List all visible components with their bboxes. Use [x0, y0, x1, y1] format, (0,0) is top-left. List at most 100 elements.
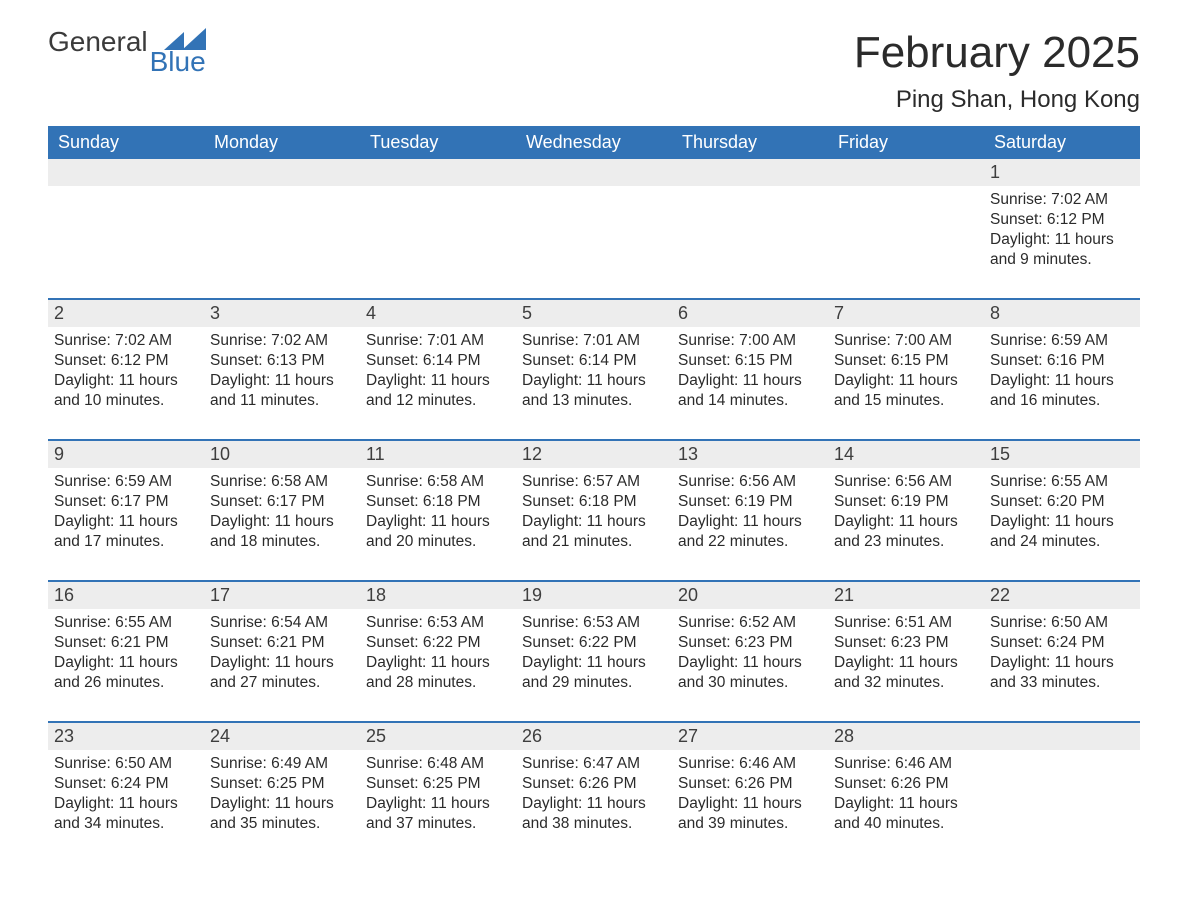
daylight-line-1: Daylight: 11 hours: [210, 512, 352, 532]
day-number: 2: [48, 300, 204, 327]
daylight-line-1: Daylight: 11 hours: [366, 794, 508, 814]
daylight-line-1: Daylight: 11 hours: [990, 653, 1132, 673]
day-cell: Sunrise: 6:50 AMSunset: 6:24 PMDaylight:…: [984, 609, 1140, 701]
sunset-line: Sunset: 6:21 PM: [210, 633, 352, 653]
day-number: 7: [828, 300, 984, 327]
day-cell: Sunrise: 6:47 AMSunset: 6:26 PMDaylight:…: [516, 750, 672, 842]
day-number: 6: [672, 300, 828, 327]
sunrise-line: Sunrise: 6:59 AM: [990, 331, 1132, 351]
sunrise-line: Sunrise: 6:53 AM: [366, 613, 508, 633]
daylight-line-2: and 29 minutes.: [522, 673, 664, 693]
dow-monday: Monday: [204, 126, 360, 159]
daylight-line-1: Daylight: 11 hours: [834, 653, 976, 673]
daylight-line-1: Daylight: 11 hours: [834, 371, 976, 391]
day-body-row: Sunrise: 6:55 AMSunset: 6:21 PMDaylight:…: [48, 609, 1140, 717]
sunrise-line: Sunrise: 6:58 AM: [210, 472, 352, 492]
day-number: 28: [828, 723, 984, 750]
day-cell: Sunrise: 6:55 AMSunset: 6:21 PMDaylight:…: [48, 609, 204, 701]
day-cell: Sunrise: 6:46 AMSunset: 6:26 PMDaylight:…: [672, 750, 828, 842]
calendar-week: 9101112131415Sunrise: 6:59 AMSunset: 6:1…: [48, 439, 1140, 576]
day-number: 24: [204, 723, 360, 750]
day-cell: Sunrise: 6:55 AMSunset: 6:20 PMDaylight:…: [984, 468, 1140, 560]
day-cell: [48, 186, 204, 278]
day-cell: Sunrise: 7:02 AMSunset: 6:12 PMDaylight:…: [984, 186, 1140, 278]
day-cell: Sunrise: 6:58 AMSunset: 6:18 PMDaylight:…: [360, 468, 516, 560]
day-cell: [828, 186, 984, 278]
day-number: 20: [672, 582, 828, 609]
day-cell: Sunrise: 6:58 AMSunset: 6:17 PMDaylight:…: [204, 468, 360, 560]
day-cell: Sunrise: 6:51 AMSunset: 6:23 PMDaylight:…: [828, 609, 984, 701]
daylight-line-2: and 24 minutes.: [990, 532, 1132, 552]
day-cell: Sunrise: 6:53 AMSunset: 6:22 PMDaylight:…: [360, 609, 516, 701]
daylight-line-1: Daylight: 11 hours: [54, 512, 196, 532]
sunset-line: Sunset: 6:24 PM: [54, 774, 196, 794]
day-body-row: Sunrise: 7:02 AMSunset: 6:12 PMDaylight:…: [48, 186, 1140, 294]
daylight-line-2: and 10 minutes.: [54, 391, 196, 411]
day-number: 19: [516, 582, 672, 609]
day-cell: Sunrise: 6:52 AMSunset: 6:23 PMDaylight:…: [672, 609, 828, 701]
day-cell: Sunrise: 6:57 AMSunset: 6:18 PMDaylight:…: [516, 468, 672, 560]
sunrise-line: Sunrise: 7:02 AM: [210, 331, 352, 351]
day-number: 18: [360, 582, 516, 609]
sunset-line: Sunset: 6:14 PM: [522, 351, 664, 371]
sunrise-line: Sunrise: 6:59 AM: [54, 472, 196, 492]
sunset-line: Sunset: 6:12 PM: [990, 210, 1132, 230]
sunrise-line: Sunrise: 7:00 AM: [834, 331, 976, 351]
daylight-line-2: and 21 minutes.: [522, 532, 664, 552]
day-number: [984, 723, 1140, 750]
day-cell: [516, 186, 672, 278]
day-number: 5: [516, 300, 672, 327]
sunrise-line: Sunrise: 6:47 AM: [522, 754, 664, 774]
day-cell: Sunrise: 7:00 AMSunset: 6:15 PMDaylight:…: [672, 327, 828, 419]
sunset-line: Sunset: 6:26 PM: [678, 774, 820, 794]
daylight-line-1: Daylight: 11 hours: [210, 794, 352, 814]
dow-saturday: Saturday: [984, 126, 1140, 159]
day-number: 13: [672, 441, 828, 468]
day-body-row: Sunrise: 6:59 AMSunset: 6:17 PMDaylight:…: [48, 468, 1140, 576]
sunset-line: Sunset: 6:14 PM: [366, 351, 508, 371]
daylight-line-1: Daylight: 11 hours: [678, 653, 820, 673]
daylight-line-2: and 26 minutes.: [54, 673, 196, 693]
dow-sunday: Sunday: [48, 126, 204, 159]
sunset-line: Sunset: 6:20 PM: [990, 492, 1132, 512]
sunset-line: Sunset: 6:24 PM: [990, 633, 1132, 653]
day-number: [48, 159, 204, 186]
daylight-line-1: Daylight: 11 hours: [522, 371, 664, 391]
daylight-line-2: and 16 minutes.: [990, 391, 1132, 411]
daylight-line-1: Daylight: 11 hours: [366, 653, 508, 673]
sunrise-line: Sunrise: 6:48 AM: [366, 754, 508, 774]
sunrise-line: Sunrise: 6:57 AM: [522, 472, 664, 492]
day-cell: Sunrise: 6:56 AMSunset: 6:19 PMDaylight:…: [672, 468, 828, 560]
sunrise-line: Sunrise: 6:58 AM: [366, 472, 508, 492]
sunrise-line: Sunrise: 7:02 AM: [990, 190, 1132, 210]
day-number: 3: [204, 300, 360, 327]
daylight-line-2: and 32 minutes.: [834, 673, 976, 693]
daylight-line-2: and 38 minutes.: [522, 814, 664, 834]
daylight-line-1: Daylight: 11 hours: [54, 794, 196, 814]
sunrise-line: Sunrise: 6:55 AM: [990, 472, 1132, 492]
day-number: 15: [984, 441, 1140, 468]
daylight-line-1: Daylight: 11 hours: [678, 794, 820, 814]
day-number: 17: [204, 582, 360, 609]
sunset-line: Sunset: 6:26 PM: [522, 774, 664, 794]
sunrise-line: Sunrise: 6:46 AM: [678, 754, 820, 774]
sunset-line: Sunset: 6:22 PM: [522, 633, 664, 653]
day-cell: Sunrise: 7:02 AMSunset: 6:13 PMDaylight:…: [204, 327, 360, 419]
daylight-line-2: and 39 minutes.: [678, 814, 820, 834]
title-block: February 2025 Ping Shan, Hong Kong: [854, 28, 1140, 114]
logo-triangles-icon: [164, 28, 206, 50]
day-number: 22: [984, 582, 1140, 609]
sunrise-line: Sunrise: 6:51 AM: [834, 613, 976, 633]
day-number: 21: [828, 582, 984, 609]
calendar-week: 2345678Sunrise: 7:02 AMSunset: 6:12 PMDa…: [48, 298, 1140, 435]
sunset-line: Sunset: 6:17 PM: [54, 492, 196, 512]
sunrise-line: Sunrise: 7:02 AM: [54, 331, 196, 351]
sunset-line: Sunset: 6:15 PM: [834, 351, 976, 371]
sunset-line: Sunset: 6:19 PM: [834, 492, 976, 512]
daylight-line-1: Daylight: 11 hours: [366, 512, 508, 532]
daylight-line-2: and 35 minutes.: [210, 814, 352, 834]
dow-tuesday: Tuesday: [360, 126, 516, 159]
dow-wednesday: Wednesday: [516, 126, 672, 159]
calendar-week: 16171819202122Sunrise: 6:55 AMSunset: 6:…: [48, 580, 1140, 717]
daylight-line-2: and 15 minutes.: [834, 391, 976, 411]
